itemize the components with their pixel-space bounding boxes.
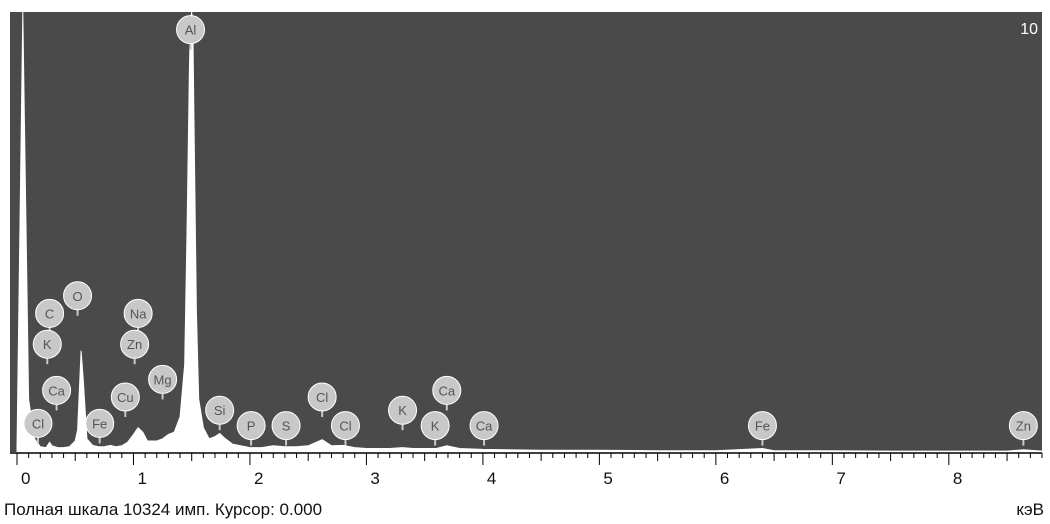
peak-labels-layer: Al O C Na K Zn Mg Ca Cu Cl Fe Si P S Cl Cl K K Ca Ca Fe Zn bbox=[23, 15, 1038, 446]
peak-label-bubble bbox=[747, 411, 777, 441]
peak-label-text: Mg bbox=[154, 372, 172, 387]
peak-label-text: Ca bbox=[476, 419, 493, 434]
peak-label-text: Ca bbox=[48, 383, 65, 398]
peak-label-s: S bbox=[271, 411, 301, 446]
peak-label-bubble bbox=[307, 382, 337, 412]
peak-label-text: Na bbox=[130, 306, 147, 321]
peak-label-bubble bbox=[432, 375, 462, 405]
x-tick-label: 3 bbox=[370, 469, 379, 488]
peak-label-al: Al bbox=[176, 15, 206, 50]
peak-label-bubble bbox=[420, 411, 450, 441]
peak-label-bubble bbox=[469, 411, 499, 441]
peak-label-text: O bbox=[72, 289, 82, 304]
peak-label-bubble bbox=[123, 298, 153, 328]
peak-label-bubble bbox=[35, 298, 65, 328]
x-axis-ticks: 0 1 2 3 4 5 6 7 8 bbox=[16, 453, 1043, 488]
peak-label-si: Si bbox=[205, 395, 235, 431]
x-tick-label: 0 bbox=[21, 469, 30, 488]
peak-label-bubble bbox=[32, 329, 62, 359]
peak-label-ca: Ca bbox=[432, 375, 462, 411]
peak-label-zn: Zn bbox=[120, 329, 150, 365]
peak-label-cl: Cl bbox=[307, 382, 337, 417]
peak-label-text: Cl bbox=[339, 419, 351, 434]
x-tick-label: 5 bbox=[603, 469, 612, 488]
peak-label-cl: Cl bbox=[330, 411, 360, 446]
full-scale-marker: 10 bbox=[1020, 21, 1038, 38]
peak-label-bubble bbox=[110, 382, 140, 412]
peak-label-k: K bbox=[388, 395, 418, 431]
x-tick-label: 2 bbox=[254, 469, 263, 488]
peak-label-bubble bbox=[271, 411, 301, 441]
peak-label-k: K bbox=[32, 329, 62, 365]
peak-label-fe: Fe bbox=[747, 411, 777, 446]
peak-label-text: K bbox=[398, 403, 407, 418]
peak-label-p: P bbox=[236, 411, 266, 446]
peak-label-cl: Cl bbox=[23, 408, 53, 444]
peak-label-text: Fe bbox=[755, 419, 770, 434]
peak-label-bubble bbox=[148, 364, 178, 394]
peak-label-o: O bbox=[63, 281, 93, 316]
spectrum-layer bbox=[16, 11, 1043, 453]
peak-label-bubble bbox=[120, 329, 150, 359]
peak-label-text: S bbox=[282, 419, 291, 434]
peak-label-bubble bbox=[330, 411, 360, 441]
peak-label-text: Zn bbox=[1016, 419, 1031, 434]
peak-label-zn: Zn bbox=[1008, 411, 1038, 446]
peak-label-bubble bbox=[42, 375, 72, 405]
peak-label-bubble bbox=[236, 411, 266, 441]
status-bar-text: Полная шкала 10324 имп. Курсор: 0.000 bbox=[4, 500, 323, 519]
plot-area bbox=[10, 12, 1042, 452]
peak-label-text: Cl bbox=[316, 390, 328, 405]
peak-label-bubble bbox=[63, 281, 93, 311]
peak-label-text: P bbox=[247, 419, 256, 434]
peak-label-text: K bbox=[43, 337, 52, 352]
peak-label-text: K bbox=[431, 419, 440, 434]
peak-label-ca: Ca bbox=[469, 411, 499, 446]
peak-label-text: C bbox=[45, 306, 54, 321]
peak-label-cu: Cu bbox=[110, 382, 140, 417]
peak-label-bubble bbox=[388, 395, 418, 425]
peak-label-mg: Mg bbox=[148, 364, 178, 400]
peak-label-ca: Ca bbox=[42, 375, 72, 411]
peak-label-text: Al bbox=[185, 23, 197, 38]
peak-label-text: Si bbox=[214, 403, 226, 418]
x-tick-label: 7 bbox=[836, 469, 845, 488]
x-tick-label: 6 bbox=[720, 469, 729, 488]
peak-label-bubble bbox=[1008, 411, 1038, 441]
spectrum-series-0 bbox=[16, 11, 1043, 453]
peak-label-text: Zn bbox=[127, 337, 142, 352]
peak-label-k: K bbox=[420, 411, 450, 446]
x-tick-label: 4 bbox=[487, 469, 496, 488]
x-tick-label: 8 bbox=[953, 469, 962, 488]
peak-label-bubble bbox=[85, 408, 115, 438]
peak-label-text: Cl bbox=[32, 416, 44, 431]
peak-label-text: Fe bbox=[92, 416, 107, 431]
peak-label-fe: Fe bbox=[85, 408, 115, 444]
peak-label-na: Na bbox=[123, 298, 153, 334]
peak-label-text: Cu bbox=[117, 390, 134, 405]
peak-label-bubble bbox=[205, 395, 235, 425]
peak-label-bubble bbox=[176, 15, 206, 45]
peak-label-text: Ca bbox=[438, 383, 455, 398]
x-tick-label: 1 bbox=[137, 469, 146, 488]
energy-unit-label: кэВ bbox=[1016, 500, 1044, 519]
peak-label-bubble bbox=[23, 408, 53, 438]
